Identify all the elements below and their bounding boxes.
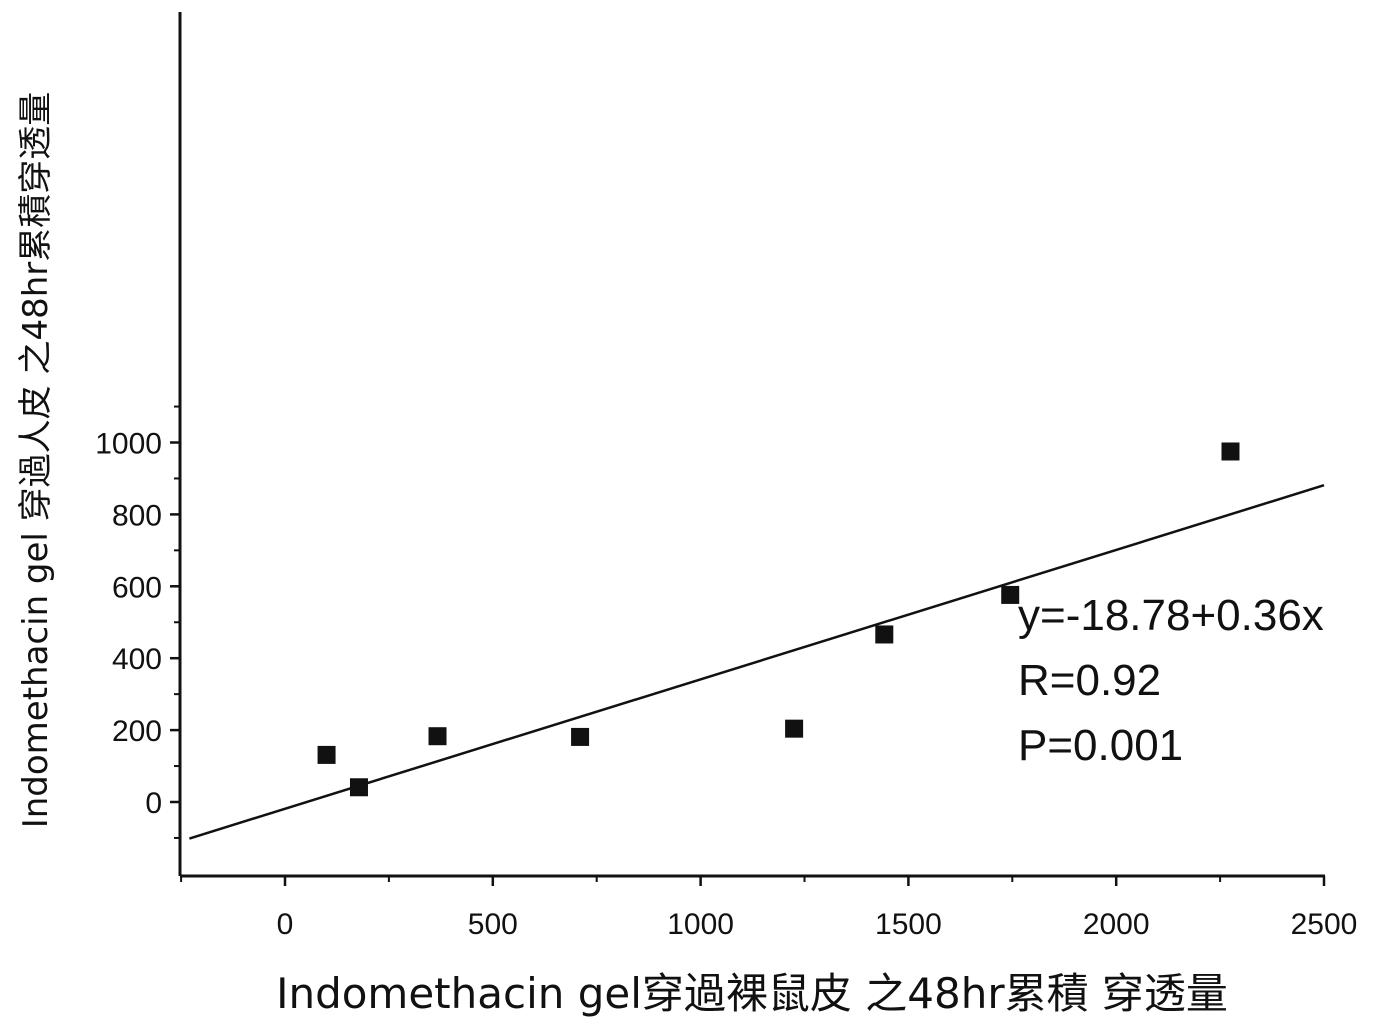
y-tick-label: 200 <box>112 715 162 748</box>
y-tick-label: 1000 <box>95 428 162 461</box>
y-axis-ticks: 0 200 400 600 800 1000 <box>95 405 180 839</box>
axes <box>178 12 1325 878</box>
data-point <box>317 745 336 764</box>
data-point <box>1001 585 1020 604</box>
data-point <box>349 778 368 797</box>
x-tick-label: 0 <box>277 908 294 941</box>
x-axis-ticks: 0 500 1000 1500 2000 2500 <box>180 876 1358 941</box>
y-tick-label: 600 <box>112 571 162 604</box>
data-point <box>875 625 894 644</box>
data-point <box>785 719 804 738</box>
equation-annotation: y=-18.78+0.36x <box>1018 591 1324 640</box>
y-tick-label: 400 <box>112 643 162 676</box>
data-point <box>571 727 590 746</box>
regression-line <box>189 484 1325 840</box>
x-tick-label: 2500 <box>1291 908 1358 941</box>
data-points <box>317 442 1240 797</box>
x-tick-label: 1000 <box>667 908 734 941</box>
y-axis-title: Indomethacin gel 穿過人皮 之48hr累積穿透量 <box>16 92 56 829</box>
x-tick-label: 2000 <box>1083 908 1150 941</box>
data-point <box>1221 442 1240 461</box>
x-tick-label: 500 <box>468 908 518 941</box>
y-tick-label: 800 <box>112 499 162 532</box>
data-point <box>428 727 447 746</box>
y-tick-label: 0 <box>145 787 162 820</box>
p-value-annotation: P=0.001 <box>1018 721 1183 770</box>
x-axis-title: Indomethacin gel穿過裸鼠皮 之48hr累積 穿透量 <box>276 969 1228 1018</box>
r-value-annotation: R=0.92 <box>1018 656 1161 705</box>
regression-line-group <box>189 484 1325 840</box>
x-tick-label: 1500 <box>875 908 942 941</box>
